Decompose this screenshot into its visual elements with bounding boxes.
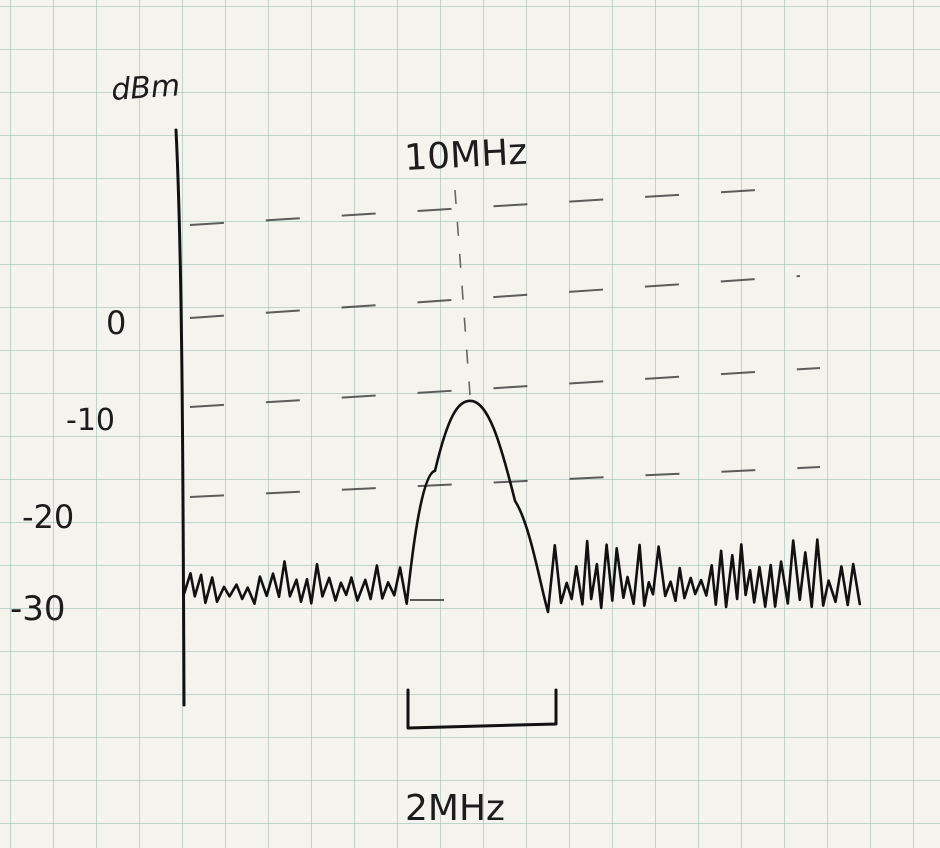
- y-tick-minus20: -20: [22, 498, 74, 536]
- guide-minus20: [189, 466, 821, 498]
- y-tick-minus30: -30: [10, 589, 66, 629]
- guide-minus10: [189, 367, 821, 408]
- guide-top: [189, 187, 791, 226]
- bandwidth-bracket: [406, 688, 558, 730]
- bandwidth-label: 2MHz: [405, 788, 505, 829]
- spectrum-trace: [182, 399, 862, 614]
- guide-0dbm: [189, 275, 801, 319]
- y-tick-0: 0: [106, 304, 126, 342]
- center-frequency-label: 10MHz: [403, 132, 528, 179]
- y-unit-label: dBm: [110, 68, 181, 108]
- center-frequency-guide: [454, 189, 471, 396]
- dashed-guides: [189, 187, 821, 601]
- y-tick-minus10: -10: [66, 403, 115, 438]
- y-axis-line: [174, 128, 186, 707]
